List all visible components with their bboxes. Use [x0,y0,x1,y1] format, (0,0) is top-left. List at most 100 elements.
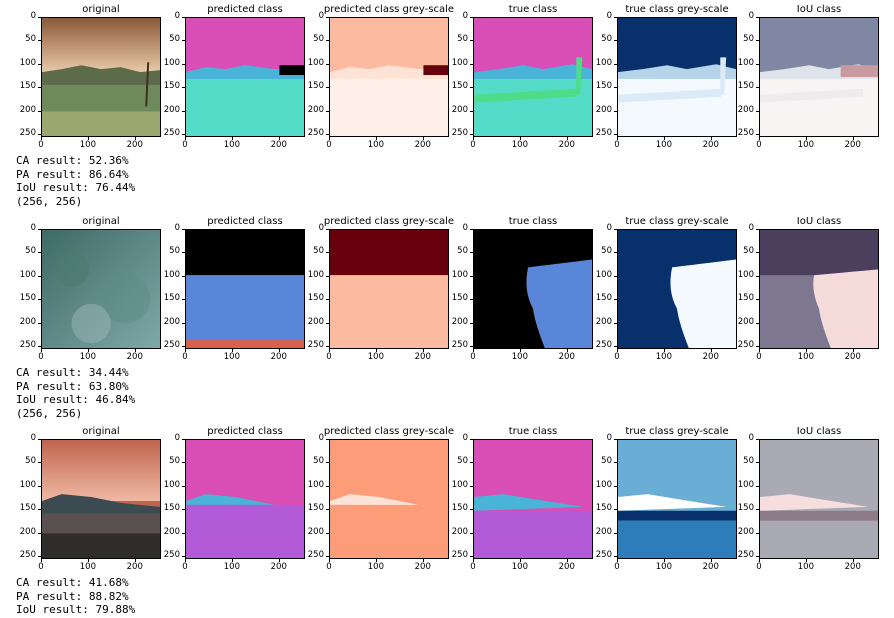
y-tick-mark [614,346,617,348]
x-tick-label: 200 [844,352,861,362]
y-tick-mark [326,63,329,65]
y-tick-label: 250 [595,128,612,139]
y-tick-label: 50 [743,246,754,257]
y-tick-mark [756,252,759,254]
y-tick-mark [614,532,617,534]
y-tick-mark [470,462,473,464]
y-tick-mark [182,556,185,558]
panel-title: true class grey-scale [625,4,729,15]
x-tick-label: 0 [326,352,332,362]
y-tick-mark [614,63,617,65]
y-tick-label: 250 [19,340,36,351]
y-tick-mark [614,275,617,277]
x-tick-label: 200 [270,352,287,362]
x-tick-mark [617,349,618,352]
y-tick-mark [326,110,329,112]
y-tick-label: 50 [601,34,612,45]
x-tick-mark [422,349,424,352]
y-tick-label: 0 [606,433,612,443]
y-tick-label: 250 [307,128,324,139]
y-tick-label: 250 [451,340,468,351]
y-tick-label: 200 [19,316,36,327]
x-tick-mark [185,559,186,562]
x-tick-mark [473,559,474,562]
y-tick-mark [38,485,41,487]
y-tick-mark [756,485,759,487]
x-tick-mark [519,559,521,562]
x-tick-mark [852,349,854,352]
x-tick-mark [566,559,568,562]
y-tick-mark [756,40,759,42]
y-tick-mark [470,556,473,558]
y-tick-mark [614,17,617,18]
x-tick-mark [663,137,665,140]
x-tick-mark [87,349,89,352]
y-tick-mark [614,229,617,230]
x-tick-mark [375,559,377,562]
y-tick-label: 250 [307,550,324,561]
y-tick-mark [756,229,759,230]
panel-title: true class grey-scale [625,216,729,227]
y-tick-mark [182,134,185,136]
segmentation-image [473,17,593,137]
segmentation-image [617,229,737,349]
y-tick-label: 150 [163,81,180,92]
x-tick-mark [759,559,760,562]
y-tick-mark [756,299,759,301]
y-tick-label: 250 [595,340,612,351]
y-tick-label: 150 [19,293,36,304]
y-tick-mark [614,134,617,136]
x-tick-mark [134,137,136,140]
y-tick-mark [326,322,329,324]
panel-title: original [82,426,120,437]
y-tick-mark [326,439,329,440]
y-tick-label: 0 [30,11,36,21]
segmentation-image [617,439,737,559]
y-tick-label: 50 [313,456,324,467]
y-tick-label: 200 [595,526,612,537]
y-tick-label: 100 [307,269,324,280]
x-tick-mark [329,137,330,140]
y-tick-label: 0 [462,11,468,21]
y-tick-label: 100 [163,269,180,280]
y-tick-mark [326,87,329,89]
y-tick-mark [614,556,617,558]
x-tick-mark [185,349,186,352]
metric-line: (256, 256) [16,194,83,208]
panel-title: original [82,216,120,227]
x-tick-mark [710,137,712,140]
y-tick-label: 200 [307,316,324,327]
y-tick-label: 150 [307,503,324,514]
segmentation-image [473,439,593,559]
x-tick-mark [805,137,807,140]
y-tick-mark [182,17,185,18]
y-tick-label: 150 [307,81,324,92]
y-tick-label: 250 [163,340,180,351]
x-tick-mark [617,559,618,562]
y-tick-mark [614,87,617,89]
x-tick-label: 200 [702,140,719,150]
x-tick-label: 100 [511,562,528,572]
x-tick-mark [329,559,330,562]
y-tick-mark [182,462,185,464]
segmentation-image [473,229,593,349]
y-tick-mark [38,346,41,348]
y-tick-mark [614,462,617,464]
segmentation-image [185,229,305,349]
y-tick-mark [756,110,759,112]
segmentation-image [185,17,305,137]
y-tick-label: 100 [451,269,468,280]
y-tick-label: 200 [19,526,36,537]
segmentation-image [41,17,161,137]
y-tick-label: 100 [737,479,754,490]
x-tick-mark [473,137,474,140]
segmentation-image [41,439,161,559]
x-tick-mark [663,559,665,562]
y-tick-label: 200 [737,526,754,537]
x-tick-label: 200 [270,140,287,150]
y-tick-mark [182,299,185,301]
y-tick-label: 50 [25,456,36,467]
panel-title: predicted class [207,216,283,227]
x-tick-mark [566,137,568,140]
x-tick-label: 0 [38,140,44,150]
